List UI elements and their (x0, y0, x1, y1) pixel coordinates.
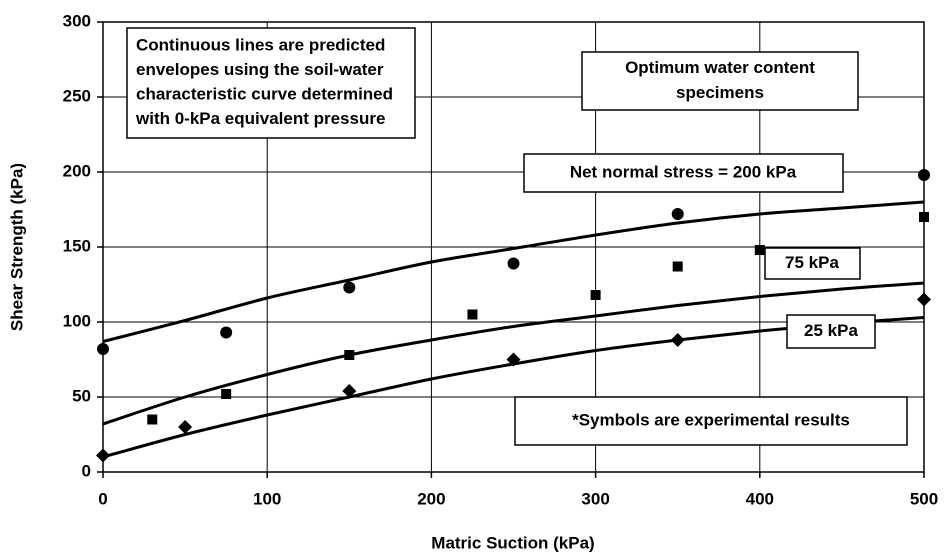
point (147, 414, 158, 425)
y-tick-label: 0 (82, 461, 91, 480)
y-tick-label: 100 (63, 311, 91, 330)
point (507, 257, 520, 270)
point (178, 420, 193, 434)
annotation-box (523, 153, 844, 193)
x-tick-label: 0 (98, 489, 107, 508)
annotation-text: 75 kPa (785, 253, 839, 272)
point (343, 281, 356, 294)
y-tick-label: 50 (72, 386, 91, 405)
predicted-curve (102, 281, 925, 426)
x-tick-label: 300 (581, 489, 609, 508)
y-tick-label: 250 (63, 86, 91, 105)
annotation-box (786, 314, 876, 349)
annotation-text: 25 kPa (804, 321, 858, 340)
point (670, 333, 685, 347)
annotation-text: characteristic curve determined (136, 85, 393, 104)
x-tick-label: 500 (910, 489, 938, 508)
point (506, 352, 521, 367)
point (754, 245, 765, 255)
point (342, 384, 357, 398)
annotation-box (126, 27, 416, 139)
annotation-text: Net normal stress = 200 kPa (570, 162, 797, 181)
y-axis-label: Shear Strength (kPa) (7, 163, 26, 331)
annotation-text: with 0-kPa equivalent pressure (135, 109, 385, 128)
annotation-box (514, 396, 908, 446)
point (344, 350, 355, 360)
point (96, 448, 110, 463)
point (467, 309, 478, 320)
point (918, 169, 930, 181)
point (220, 326, 233, 339)
point (919, 212, 929, 222)
annotation-text: Optimum water content (625, 58, 815, 77)
x-axis-label: Matric Suction (kPa) (431, 533, 594, 552)
y-tick-label: 300 (63, 11, 91, 30)
point (97, 343, 109, 355)
point (917, 292, 931, 307)
predicted-curve (102, 200, 925, 343)
annotation-text: Continuous lines are predicted (136, 36, 385, 55)
annotation-box (764, 247, 861, 280)
point (672, 261, 683, 272)
y-tick-label: 150 (63, 236, 91, 255)
annotation-text: *Symbols are experimental results (572, 410, 850, 429)
x-tick-label: 400 (746, 489, 774, 508)
annotation-text: envelopes using the soil-water (136, 60, 384, 79)
annotation-text: specimens (676, 83, 764, 102)
x-tick-label: 100 (253, 489, 281, 508)
point (221, 389, 232, 399)
x-tick-label: 200 (417, 489, 445, 508)
point (671, 208, 684, 220)
annotation-box (581, 51, 859, 111)
y-tick-label: 200 (63, 161, 91, 180)
point (590, 290, 601, 300)
